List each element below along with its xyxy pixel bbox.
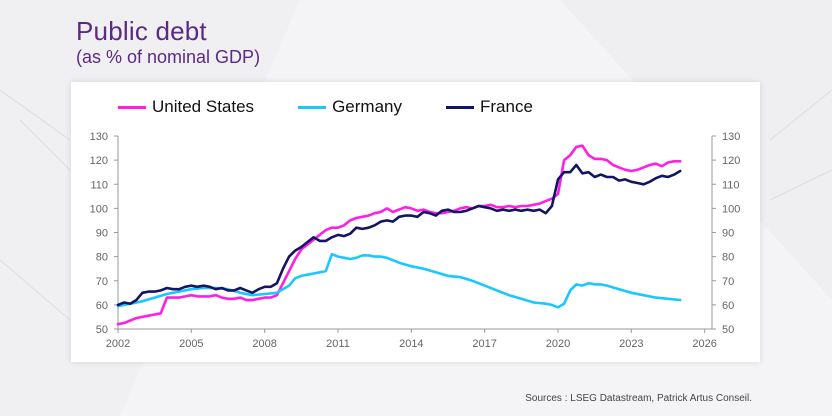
- series-line-france: [116, 163, 682, 307]
- x-tick-label: 2008: [252, 338, 276, 350]
- x-tick-label: 2023: [619, 338, 643, 350]
- x-tick-label: 2017: [472, 338, 496, 350]
- x-tick-label: 2014: [399, 338, 423, 350]
- page-title: Public debt: [76, 16, 207, 46]
- source-note: Sources : LSEG Datastream, Patrick Artus…: [525, 393, 752, 404]
- legend-item-germany: Germany: [298, 97, 402, 117]
- legend-item-united-states: United States: [118, 97, 254, 117]
- y-tick-label-left: 110: [90, 179, 108, 191]
- page-subtitle: (as % of nominal GDP): [76, 47, 261, 67]
- y-tick-label-right: 70: [722, 276, 734, 288]
- legend-label-france: France: [479, 97, 533, 116]
- y-tick-label-right: 100: [722, 203, 740, 215]
- legend-swatch-germany: [298, 105, 327, 109]
- y-tick-label-left: 60: [96, 300, 108, 312]
- y-tick-label-right: 110: [722, 179, 740, 191]
- legend-swatch-united-states: [118, 105, 146, 109]
- y-tick-label-right: 80: [722, 252, 734, 264]
- y-tick-label-left: 80: [96, 252, 108, 264]
- y-tick-label-right: 130: [722, 131, 740, 143]
- x-tick-label: 2005: [179, 338, 203, 350]
- y-tick-label-right: 60: [722, 300, 734, 312]
- legend-item-france: France: [445, 97, 533, 117]
- chart-legend: United States Germany France: [118, 96, 577, 118]
- legend-label-united-states: United States: [152, 97, 255, 116]
- legend-label-germany: Germany: [332, 97, 402, 116]
- y-tick-label-right: 90: [722, 228, 734, 240]
- y-tick-label-left: 70: [96, 276, 108, 288]
- y-tick-label-left: 120: [90, 155, 108, 167]
- y-tick-label-left: 90: [96, 228, 108, 240]
- y-tick-label-left: 100: [90, 203, 108, 215]
- y-tick-label-left: 130: [90, 131, 108, 143]
- x-tick-label: 2026: [692, 338, 716, 350]
- legend-swatch-france: [445, 105, 474, 109]
- series-line-united-states: [116, 144, 682, 326]
- y-tick-label-right: 120: [722, 155, 740, 167]
- series-line-germany: [116, 252, 682, 309]
- x-tick-label: 2002: [106, 338, 130, 350]
- chart-panel: [71, 82, 760, 362]
- y-tick-label-left: 50: [96, 324, 108, 336]
- x-tick-label: 2020: [546, 338, 570, 350]
- y-tick-label-right: 50: [722, 324, 734, 336]
- x-tick-label: 2011: [326, 338, 350, 350]
